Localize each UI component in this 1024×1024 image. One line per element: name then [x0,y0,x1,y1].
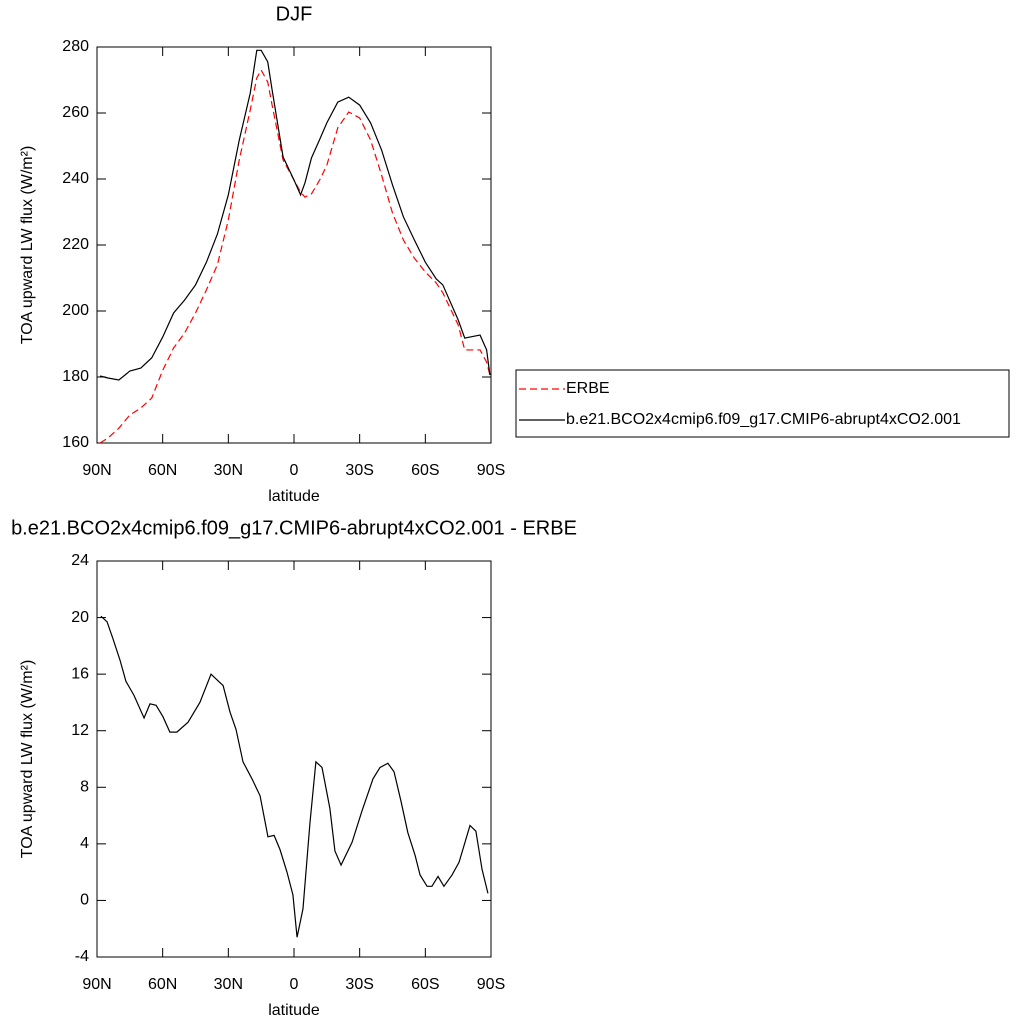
y-tick-label: 200 [62,302,89,319]
legend-label: b.e21.BCO2x4cmip6.f09_g17.CMIP6-abrupt4x… [566,411,961,428]
chart-title: b.e21.BCO2x4cmip6.f09_g17.CMIP6-abrupt4x… [11,517,577,539]
x-tick-label: 90N [82,462,111,479]
x-axis-label: latitude [268,488,320,505]
plot-frame [96,46,492,444]
legend-box [515,369,1010,438]
x-tick-label: 90N [82,976,111,993]
y-tick-label: 4 [80,835,89,852]
y-tick-label: 20 [71,609,89,626]
x-tick-label: 0 [290,976,299,993]
y-tick-label: 280 [62,38,89,55]
y-tick-label: 8 [80,779,89,796]
x-tick-label: 0 [290,462,299,479]
x-tick-label: 90S [477,976,505,993]
y-tick-label: 160 [62,434,89,451]
data-line [99,49,491,381]
y-tick-label: 240 [62,170,89,187]
y-tick-label: 12 [71,722,89,739]
data-line [99,68,491,444]
y-tick-label: 16 [71,665,89,682]
y-tick-label: 260 [62,104,89,121]
y-tick-label: 0 [80,892,89,909]
x-tick-label: 30S [345,462,373,479]
x-tick-label: 60S [411,976,439,993]
y-tick-label: -4 [75,948,89,965]
data-line [100,615,489,938]
plot-frame [96,560,492,958]
x-tick-label: 60N [148,462,177,479]
y-tick-label: 24 [71,552,89,569]
x-tick-label: 30N [214,462,243,479]
y-axis-label: TOA upward LW flux (W/m²) [19,146,36,345]
y-tick-label: 180 [62,368,89,385]
x-tick-label: 30S [345,976,373,993]
y-axis-label: TOA upward LW flux (W/m²) [19,660,36,859]
x-tick-label: 30N [214,976,243,993]
y-tick-label: 220 [62,236,89,253]
legend-label: ERBE [566,380,610,397]
chart-title: DJF [276,3,313,25]
x-tick-label: 60S [411,462,439,479]
x-tick-label: 60N [148,976,177,993]
x-axis-label: latitude [268,1002,320,1019]
x-tick-label: 90S [477,462,505,479]
